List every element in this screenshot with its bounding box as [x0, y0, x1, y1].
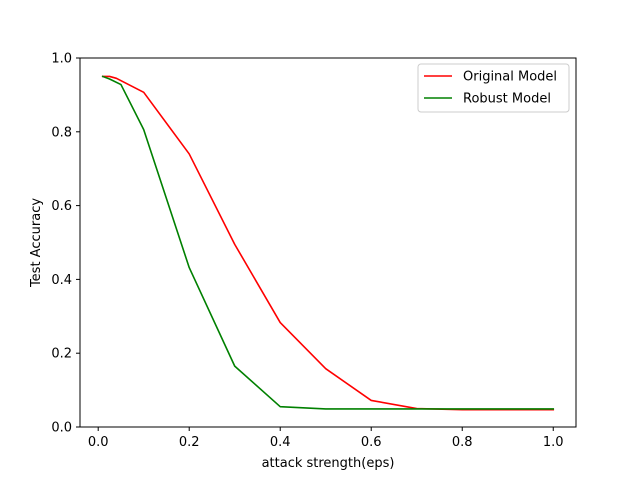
x-tick-label: 0.2 [179, 435, 200, 450]
y-tick-label: 0.2 [51, 347, 72, 362]
legend-label-2: Robust Model [463, 92, 551, 107]
y-tick-label: 0.0 [51, 421, 72, 436]
x-axis: 0.0 0.2 0.4 0.6 0.8 1.0 [88, 427, 564, 450]
y-axis-label: Test Accuracy [29, 198, 44, 288]
x-tick-label: 1.0 [543, 435, 564, 450]
y-tick-label: 0.4 [51, 273, 72, 288]
legend-frame [417, 63, 570, 113]
x-axis-label: attack strength(eps) [262, 456, 395, 471]
x-tick-label: 0.6 [361, 435, 382, 450]
legend: Original Model Robust Model [417, 63, 570, 113]
legend-label-1: Original Model [463, 70, 557, 85]
axes-frame [79, 57, 577, 428]
y-tick-label: 0.6 [51, 199, 72, 214]
axes-layer [79, 57, 577, 428]
x-tick-label: 0.4 [270, 435, 291, 450]
series-line-2 [101, 75, 555, 410]
y-tick-label: 1.0 [51, 52, 72, 67]
plot-area [80, 58, 576, 427]
y-axis: 0.0 0.2 0.4 0.6 0.8 1.0 [51, 52, 80, 436]
x-tick-label: 0.0 [88, 435, 109, 450]
y-tick-label: 0.8 [51, 125, 72, 140]
x-tick-label: 0.8 [452, 435, 473, 450]
series-layer [101, 75, 555, 411]
